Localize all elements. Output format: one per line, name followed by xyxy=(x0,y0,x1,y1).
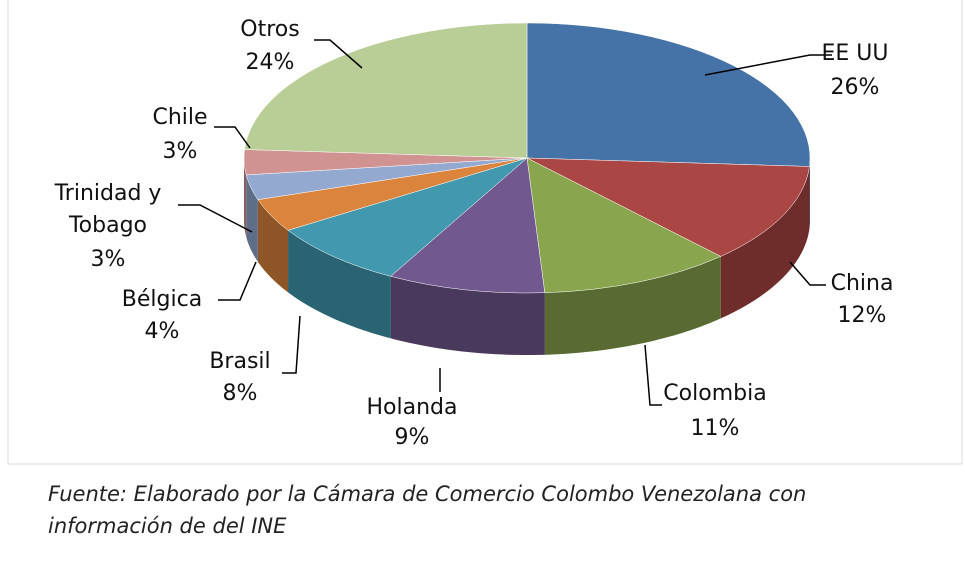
slice-side xyxy=(809,158,810,229)
slice-side xyxy=(720,166,810,319)
slice xyxy=(244,22,528,159)
slice-value-label: 4% xyxy=(144,319,180,344)
slice-label: Otros xyxy=(240,17,300,42)
slice-value-label: 3% xyxy=(90,247,126,272)
source-note: Fuente: Elaborado por la Cámara de Comer… xyxy=(48,482,807,538)
slice-label: Brasil xyxy=(209,349,271,374)
slice-label: EE UU xyxy=(821,41,889,66)
leader-line xyxy=(704,54,832,76)
slice-side-shade xyxy=(720,166,810,319)
leader-line xyxy=(178,204,253,233)
slice-value-label: 11% xyxy=(690,416,740,441)
slice-label: Bélgica xyxy=(121,287,203,312)
slice-side-shade xyxy=(390,276,545,355)
slice-value-label: 3% xyxy=(162,139,198,164)
slice xyxy=(287,157,528,277)
slice-side xyxy=(288,230,391,339)
slice-label: Colombia xyxy=(663,381,767,406)
leader-line xyxy=(282,315,301,374)
slice-label: China xyxy=(830,271,894,296)
slice-side xyxy=(544,256,721,355)
slice-side xyxy=(257,199,289,293)
leader-line xyxy=(789,261,826,286)
slice-side xyxy=(244,158,247,237)
leader-line xyxy=(314,39,363,69)
slice-side-shade xyxy=(544,256,721,355)
leader-line xyxy=(214,126,251,149)
slice-value-label: 8% xyxy=(222,381,258,406)
slice-label: Trinidad y Tobago xyxy=(54,181,162,238)
slice-side-shade xyxy=(809,158,810,229)
slice-side-shade xyxy=(288,230,391,339)
slice-side-shade xyxy=(244,158,247,237)
slice-value-label: 24% xyxy=(245,50,295,75)
slice xyxy=(526,22,811,167)
slice-value-label: 26% xyxy=(830,75,880,100)
slice xyxy=(526,157,810,257)
chart-frame xyxy=(7,0,963,465)
leader-line xyxy=(218,261,257,301)
leader-line xyxy=(644,344,662,406)
slice-side-shade xyxy=(257,199,289,293)
slice-value-label: 9% xyxy=(394,425,430,450)
slice-label: Holanda xyxy=(366,395,458,420)
slice-label: Chile xyxy=(152,105,208,130)
slice-value-label: 12% xyxy=(837,303,887,328)
slice-side-shade xyxy=(246,174,258,262)
slice-side xyxy=(390,276,545,355)
slice xyxy=(390,157,546,294)
slice xyxy=(526,157,722,293)
slice-side xyxy=(246,174,258,262)
